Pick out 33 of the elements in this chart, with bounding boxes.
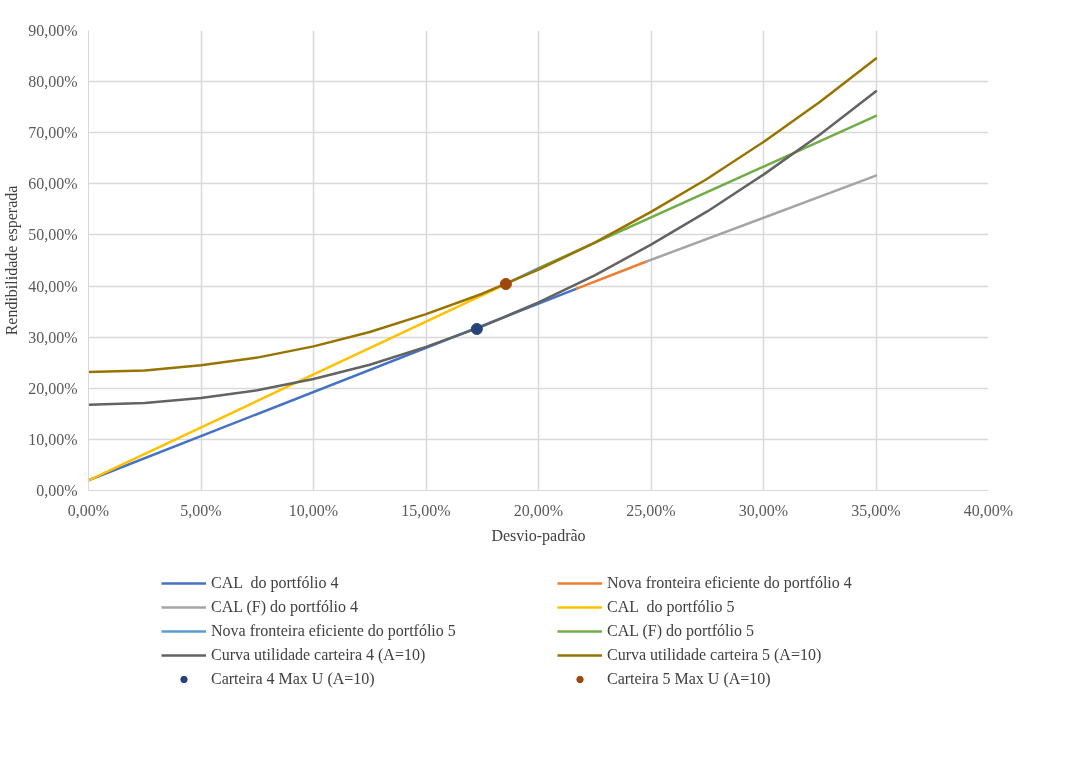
y-axis-title: Rendibilidade esperada [3,185,22,336]
legend-label: Nova fronteira eficiente do portfólio 5 [211,622,457,640]
x-tick-label: 10,00% [288,501,339,519]
y-tick-label: 0,00% [36,482,78,499]
x-axis-title: Desvio-padrão [491,526,586,545]
x-tick-label: 5,00% [180,501,222,519]
legend-label: CAL (F) do portfólio 5 [607,622,755,640]
y-tick-label: 20,00% [28,379,78,397]
x-tick-label: 15,00% [401,501,451,519]
legend-label: Carteira 5 Max U (A=10) [607,670,772,688]
x-tick-label: 35,00% [851,501,901,519]
y-tick-label: 50,00% [28,226,78,244]
line-series [88,90,878,406]
legend-label: Nova fronteira eficiente do portfólio 4 [607,574,853,592]
legend-label: Carteira 4 Max U (A=10) [211,670,376,688]
legend-label: Curva utilidade carteira 5 (A=10) [607,646,823,664]
y-tick-label: 40,00% [28,277,78,295]
y-tick-label: 70,00% [28,124,78,142]
legend-label: Curva utilidade carteira 4 (A=10) [211,646,427,664]
x-tick-label: 40,00% [963,501,1014,519]
x-tick-label: 30,00% [738,501,789,519]
legend-label: CAL do portfólio 5 [607,598,736,616]
y-tick-label: 60,00% [28,175,78,193]
y-tick-label: 90,00% [28,22,78,39]
line-series [88,57,878,374]
y-tick-label: 30,00% [28,328,78,346]
x-tick-label: 0,00% [67,501,110,519]
x-tick-label: 25,00% [626,501,676,519]
legend-label: CAL (F) do portfólio 4 [211,598,359,616]
x-tick-label: 20,00% [513,501,564,519]
y-tick-label: 10,00% [28,430,78,448]
legend-label: CAL do portfólio 4 [211,574,340,592]
y-tick-label: 80,00% [28,73,78,91]
